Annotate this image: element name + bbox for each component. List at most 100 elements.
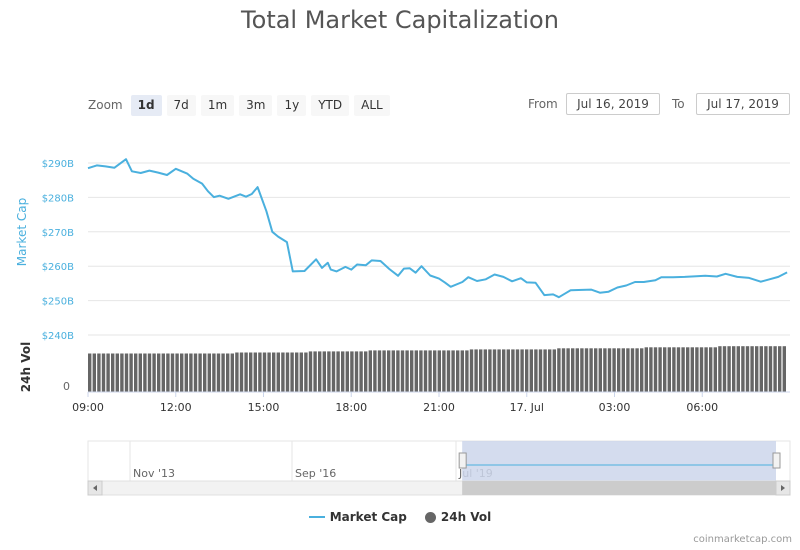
volume-bar <box>612 348 616 392</box>
volume-bar <box>354 351 359 392</box>
volume-bar <box>520 349 524 392</box>
volume-bar <box>230 353 234 392</box>
volume-bar <box>607 348 612 392</box>
market-cap-series-line <box>87 158 788 299</box>
y-axis-label: Market Cap <box>15 198 29 266</box>
volume-bar <box>359 351 363 392</box>
volume-bar <box>548 349 552 392</box>
volume-bar <box>479 349 483 392</box>
volume-bar <box>368 350 372 392</box>
y-tick-label: $260B <box>42 262 74 273</box>
volume-bar <box>690 347 694 392</box>
volume-bar <box>640 348 644 392</box>
volume-bar <box>718 346 722 392</box>
volume-bar <box>253 352 257 392</box>
navigator-selection[interactable] <box>462 441 776 481</box>
volume-bar <box>695 347 699 392</box>
volume-bar <box>267 352 271 392</box>
volume-bar <box>285 352 290 392</box>
x-tick-label: 21:00 <box>423 401 455 414</box>
navigator-right-handle[interactable] <box>772 452 781 469</box>
volume-bar <box>115 353 119 392</box>
volume-bar <box>525 349 529 392</box>
volume-bar <box>713 347 717 392</box>
volume-bar <box>428 350 432 392</box>
zoom-ytd-button[interactable]: YTD <box>311 94 350 116</box>
volume-bar <box>502 349 506 392</box>
volume-bar <box>124 353 129 392</box>
y-tick-label: $280B <box>42 193 74 204</box>
volume-bar <box>166 353 170 392</box>
y-tick-label: $290B <box>42 159 74 170</box>
volume-bar <box>189 353 193 392</box>
zoom-3m-button[interactable]: 3m <box>239 94 273 116</box>
volume-axis-label: 24h Vol <box>19 342 33 392</box>
navigator-scrollbar[interactable] <box>87 480 791 496</box>
scrollbar-thumb[interactable] <box>462 481 776 495</box>
volume-bar <box>391 350 395 392</box>
volume-bar <box>782 346 786 392</box>
x-tick-label: 03:00 <box>599 401 631 414</box>
volume-bar <box>488 349 492 392</box>
volume-bar <box>557 348 561 392</box>
volume-bar <box>161 353 165 392</box>
volume-bar <box>336 351 340 392</box>
scroll-left-arrow-icon <box>93 485 97 491</box>
volume-bar <box>423 350 428 392</box>
volume-tick-label: 0 <box>63 380 70 393</box>
volume-bar <box>341 351 345 392</box>
volume-bar <box>511 349 515 392</box>
zoom-all-button[interactable]: ALL <box>354 94 390 116</box>
volume-bar <box>304 352 308 392</box>
volume-bar <box>759 346 763 392</box>
zoom-1m-button[interactable]: 1m <box>200 94 235 116</box>
volume-bar <box>396 350 400 392</box>
volume-bar <box>414 350 418 392</box>
credits-link[interactable]: coinmarketcap.com <box>693 534 792 545</box>
zoom-1d-button[interactable]: 1d <box>130 94 162 116</box>
from-date-input[interactable]: Jul 16, 2019 <box>566 93 660 115</box>
volume-bar <box>120 353 124 392</box>
volume-bar <box>138 353 142 392</box>
volume-bar <box>465 350 469 392</box>
x-tick-label: 18:00 <box>335 401 367 414</box>
volume-bar <box>111 353 115 392</box>
volume-bar <box>561 348 566 392</box>
volume-bar <box>345 351 349 392</box>
zoom-label: Zoom <box>88 98 123 112</box>
volume-bar <box>594 348 598 392</box>
legend-item-volume[interactable]: 24h Vol <box>424 510 491 524</box>
legend-item-market-cap[interactable]: Market Cap <box>308 510 407 524</box>
volume-bar <box>469 349 474 392</box>
y-tick-label: $240B <box>42 331 74 342</box>
volume-bar <box>327 351 331 392</box>
volume-bar <box>566 348 570 392</box>
volume-bar <box>644 347 648 392</box>
volume-bar <box>750 346 754 392</box>
volume-bar <box>180 353 184 392</box>
navigator-left-handle[interactable] <box>458 452 467 469</box>
volume-bar <box>626 348 630 392</box>
zoom-7d-button[interactable]: 7d <box>166 94 196 116</box>
volume-bar <box>676 347 681 392</box>
zoom-1y-button[interactable]: 1y <box>277 94 307 116</box>
volume-bar <box>244 352 248 392</box>
volume-bar <box>419 350 423 392</box>
volume-bar <box>722 346 727 392</box>
volume-bar <box>272 352 276 392</box>
volume-bar <box>308 351 313 392</box>
to-date-input[interactable]: Jul 17, 2019 <box>696 93 790 115</box>
volume-bar <box>543 349 547 392</box>
volume-bar <box>621 348 625 392</box>
volume-bar <box>672 347 676 392</box>
volume-bar <box>258 352 262 392</box>
volume-bar <box>143 353 147 392</box>
volume-bar <box>350 351 354 392</box>
volume-bar <box>755 346 759 392</box>
volume-series <box>88 346 786 392</box>
volume-bar <box>575 348 579 392</box>
volume-bar <box>290 352 294 392</box>
volume-bar <box>580 348 584 392</box>
volume-bar <box>387 350 391 392</box>
